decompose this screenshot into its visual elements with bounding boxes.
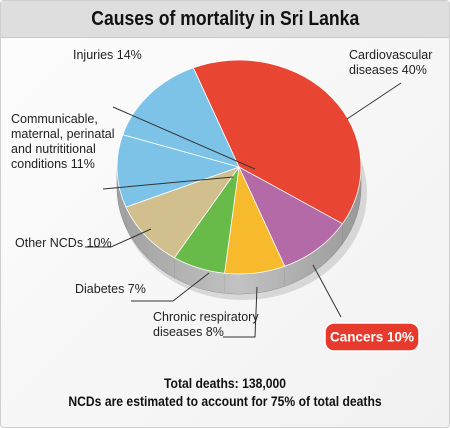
slice-label-cardiovascular-diseases-line-2: diseases 40%	[349, 63, 427, 77]
slice-label-communicable-maternal-perinatal-and-nutritional-conditions-line-3: and nutrititional	[11, 142, 96, 156]
cancers-badge	[324, 322, 420, 352]
leader-line-cancers	[312, 264, 342, 318]
pie-slices	[116, 59, 367, 300]
slice-label-diabetes: Diabetes 7%	[75, 282, 146, 296]
pie-slice-cancers	[238, 166, 344, 267]
slice-label-cancers: Cancers 10%	[330, 330, 414, 345]
slice-label-injuries: Injuries 14%	[73, 48, 142, 62]
leader-line-chronic-respiratory-diseases	[223, 286, 258, 338]
leader-line-injuries	[112, 106, 256, 170]
slice-label-chronic-respiratory-diseases-line-2: diseases 8%	[153, 325, 224, 339]
leader-line-communicable-maternal-perinatal-and-nutritional-conditions	[102, 176, 234, 190]
chart-title: Causes of mortality in Sri Lanka	[91, 7, 359, 30]
slice-label-communicable-maternal-perinatal-and-nutritional-conditions-line-4: conditions 11%	[11, 157, 95, 171]
pie-rim	[117, 167, 361, 294]
title-bar: Causes of mortality in Sri Lanka	[1, 1, 449, 38]
pie-slice-injuries	[122, 67, 240, 168]
ncd-note-text: NCDs are estimated to account for 75% of…	[68, 394, 382, 409]
pie-slice-cardiovascular-diseases	[192, 59, 362, 225]
leader-line-cardiovascular-diseases	[346, 82, 402, 120]
slice-label-communicable-maternal-perinatal-and-nutritional-conditions: Communicable,	[11, 112, 98, 126]
pie-slice-other-ncds	[125, 166, 241, 259]
slice-label-cardiovascular-diseases: Cardiovascular	[349, 48, 432, 62]
total-deaths-text: Total deaths: 138,000	[163, 376, 287, 391]
footer: Total deaths: 138,000 NCDs are estimated…	[1, 375, 449, 411]
slice-label-communicable-maternal-perinatal-and-nutritional-conditions-line-2: maternal, perinatal	[11, 127, 115, 141]
leader-line-diabetes	[131, 272, 210, 302]
leader-line-other-ncds	[85, 228, 152, 248]
pie-slice-communicable-maternal-perinatal-and-nutritional-conditions	[116, 134, 241, 208]
slice-label-other-ncds: Other NCDs 10%	[15, 236, 112, 250]
slice-label-chronic-respiratory-diseases: Chronic respiratory	[153, 310, 259, 324]
